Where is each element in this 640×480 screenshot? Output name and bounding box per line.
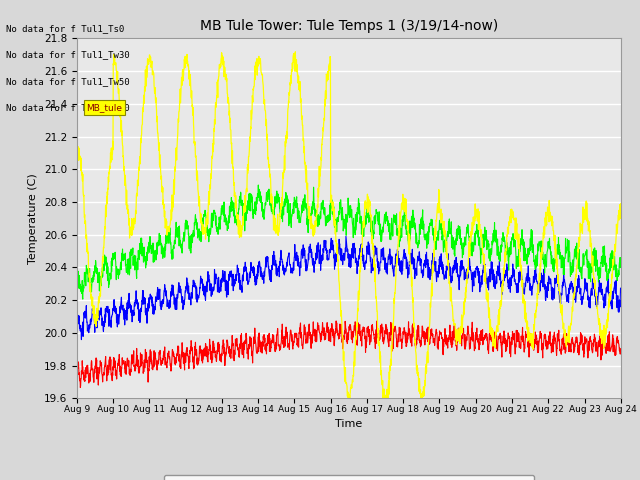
- Text: MB_tule: MB_tule: [86, 103, 122, 112]
- Tul1_Tw+10: [502, 259, 509, 264]
- Tul1_Tw+10: [617, 201, 625, 206]
- Text: No data for f Tul1_Tw30: No data for f Tul1_Tw30: [6, 50, 130, 60]
- Tul1_Ts-16: [77, 337, 85, 343]
- Text: No data for f Tul1_Tw50: No data for f Tul1_Tw50: [6, 77, 130, 86]
- Tul1_Tw+10: [73, 153, 81, 158]
- Tul1_Ts-8: [338, 216, 346, 221]
- Tul1_Ts-8: [324, 219, 332, 225]
- Tul1_Ts-16: [342, 233, 350, 239]
- Tul1_Ts-32: [73, 369, 81, 375]
- Tul1_Ts-32: [602, 349, 609, 355]
- Tul1_Ts-8: [255, 182, 262, 188]
- Tul1_Ts-8: [602, 259, 609, 264]
- Tul1_Ts-8: [617, 262, 625, 268]
- Tul1_Ts-16: [73, 321, 81, 326]
- Tul1_Ts-16: [602, 297, 609, 303]
- Tul1_Ts-8: [502, 245, 509, 251]
- Tul1_Tw+10: [338, 316, 346, 322]
- Tul1_Ts-8: [79, 296, 86, 302]
- Legend: Tul1_Ts-32, Tul1_Ts-16, Tul1_Ts-8, Tul1_Tw+10: Tul1_Ts-32, Tul1_Ts-16, Tul1_Ts-8, Tul1_…: [164, 475, 534, 480]
- Tul1_Ts-32: [332, 318, 340, 324]
- Line: Tul1_Ts-8: Tul1_Ts-8: [77, 185, 621, 299]
- Text: No data for f Tul1_Tw60: No data for f Tul1_Tw60: [6, 103, 130, 112]
- Tul1_Ts-16: [602, 302, 609, 308]
- Tul1_Ts-16: [323, 257, 331, 263]
- Y-axis label: Temperature (C): Temperature (C): [28, 173, 38, 264]
- Tul1_Ts-8: [602, 268, 609, 274]
- Line: Tul1_Tw+10: Tul1_Tw+10: [77, 52, 621, 398]
- Tul1_Ts-16: [338, 246, 346, 252]
- Tul1_Tw+10: [602, 327, 609, 333]
- Tul1_Tw+10: [323, 74, 331, 80]
- Tul1_Ts-8: [73, 277, 81, 283]
- Tul1_Ts-32: [502, 348, 509, 354]
- Line: Tul1_Ts-32: Tul1_Ts-32: [77, 321, 621, 387]
- Tul1_Ts-32: [602, 345, 609, 350]
- Tul1_Ts-32: [77, 384, 84, 390]
- Tul1_Ts-16: [617, 288, 625, 294]
- Tul1_Ts-8: [101, 254, 109, 260]
- Tul1_Ts-16: [502, 271, 509, 277]
- Tul1_Ts-16: [101, 312, 109, 318]
- Tul1_Tw+10: [100, 235, 108, 241]
- Tul1_Ts-32: [617, 346, 625, 352]
- Text: No data for f Tul1_Ts0: No data for f Tul1_Ts0: [6, 24, 125, 33]
- Tul1_Tw+10: [344, 396, 352, 401]
- Title: MB Tule Tower: Tule Temps 1 (3/19/14-now): MB Tule Tower: Tule Temps 1 (3/19/14-now…: [200, 19, 498, 33]
- Tul1_Tw+10: [602, 337, 609, 343]
- X-axis label: Time: Time: [335, 419, 362, 429]
- Tul1_Ts-32: [101, 364, 109, 370]
- Line: Tul1_Ts-16: Tul1_Ts-16: [77, 236, 621, 340]
- Tul1_Tw+10: [291, 49, 299, 55]
- Tul1_Ts-32: [338, 331, 346, 337]
- Tul1_Ts-32: [323, 320, 331, 325]
